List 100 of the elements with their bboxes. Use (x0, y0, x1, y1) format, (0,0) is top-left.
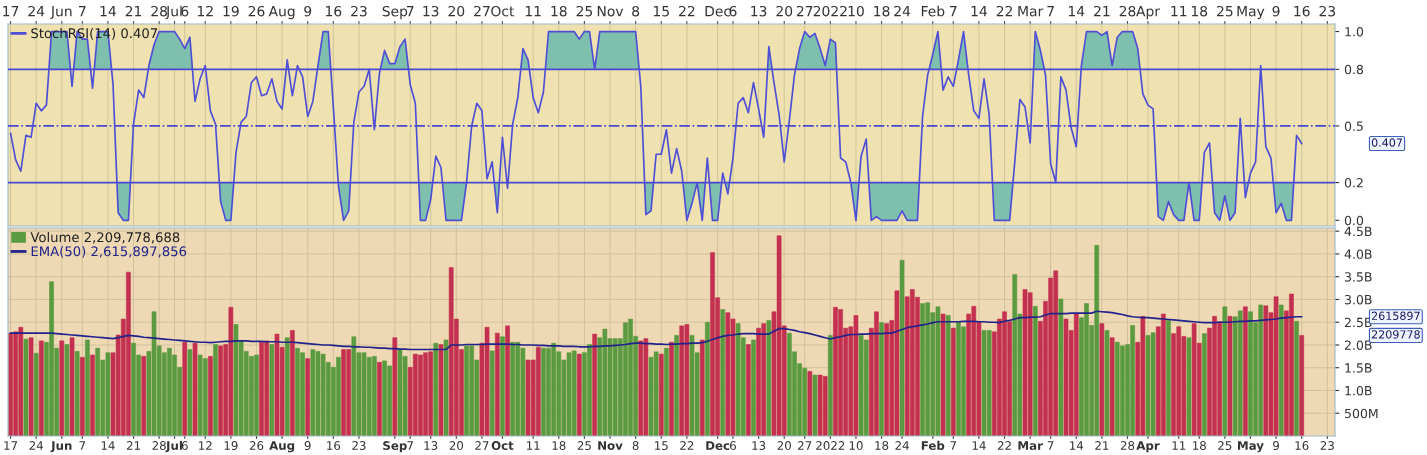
x-tick-label: 19 (223, 5, 239, 17)
bar (950, 327, 956, 436)
line-series (9, 310, 1303, 351)
bar (669, 341, 674, 436)
bar (1278, 304, 1284, 436)
x-tick-label: 12 (199, 441, 212, 450)
bar (1012, 274, 1018, 436)
x-tick-label: 24 (29, 441, 44, 450)
x-tick-label: 11 (1171, 6, 1187, 17)
bar (699, 339, 705, 436)
bar (884, 323, 890, 436)
bar (284, 337, 290, 436)
bar (192, 342, 198, 436)
x-tick-label: Feb (921, 440, 945, 450)
bar (505, 325, 510, 436)
bar (433, 342, 439, 436)
bar (940, 313, 946, 436)
x-tick-label: 14 (1068, 6, 1085, 17)
x-tick-label: Jun (50, 6, 72, 20)
y-tick-label: 2.0B (1344, 340, 1372, 350)
x-tick-label: 7 (950, 6, 957, 17)
y-tick-label: 1.0B (1345, 385, 1372, 396)
x-tick-label: 26 (248, 5, 265, 17)
bar (674, 335, 679, 436)
x-tick-label: 13 (751, 5, 767, 17)
x-tick-label: 16 (327, 441, 341, 450)
y-tick-label: 4.0B (1344, 249, 1372, 259)
y-tick-label: 4.5B (1344, 226, 1372, 237)
x-tick-label: 14 (100, 6, 116, 17)
x-tick-label: 10 (849, 441, 863, 450)
x-tick-label: 26 (249, 441, 264, 450)
y-tick-label: 0.0 (1344, 215, 1364, 226)
bar (812, 374, 818, 436)
x-tick-label: 18 (1191, 5, 1208, 17)
bar (182, 341, 188, 436)
bar (879, 322, 884, 436)
bar (576, 353, 582, 436)
bar (1099, 323, 1105, 436)
bar (28, 337, 34, 436)
x-tick-label: 6 (181, 441, 188, 450)
text: 0.407 (1371, 138, 1402, 147)
x-tick-label: 22 (680, 441, 694, 450)
bar (945, 315, 951, 436)
x-tick-label: 13 (752, 441, 766, 450)
bar (500, 336, 505, 436)
y-tick-label: 3.5B (1344, 272, 1372, 282)
bar (141, 356, 147, 436)
bar (377, 361, 382, 436)
bar (213, 344, 218, 436)
x-tick-label: 17 (4, 441, 18, 450)
bar (290, 330, 295, 436)
x-tick-label: Sep (382, 5, 408, 20)
bar (1243, 306, 1248, 436)
bar (828, 335, 833, 436)
x-tick-label: 15 (655, 441, 668, 450)
bar (38, 340, 44, 436)
bar (443, 339, 449, 436)
x-tick-label: Aug (268, 6, 295, 20)
x-tick-label: 18 (875, 441, 889, 450)
bar (1032, 306, 1038, 436)
bar (269, 344, 275, 436)
bar (1058, 298, 1064, 436)
x-tick-label: Mar (1018, 441, 1043, 450)
y-tick-label: 3.0B (1344, 294, 1372, 305)
x-tick-label: 2022 (816, 441, 845, 450)
bar (208, 356, 213, 436)
x-tick-label: 18 (874, 5, 890, 17)
bar (33, 352, 39, 436)
x-tick-label: 11 (1172, 441, 1186, 450)
x-tick-label: 28 (152, 441, 166, 450)
x-tick-label: 14 (972, 441, 986, 450)
bar (489, 350, 495, 436)
x-tick-label: 23 (352, 441, 366, 450)
bar (766, 320, 772, 436)
x-tick-label: 7 (407, 441, 413, 450)
x-tick-label: 7 (79, 441, 86, 450)
x-tick-label: 14 (1070, 441, 1084, 450)
x-tick-label: Jul (165, 440, 182, 453)
bar (746, 344, 751, 436)
x-tick-label: 27 (474, 5, 490, 17)
bar (1222, 306, 1228, 436)
bar (705, 321, 710, 436)
bar (74, 351, 80, 436)
x-tick-label: 7 (1047, 6, 1054, 17)
x-tick-label: 14 (971, 6, 987, 17)
bar (899, 260, 905, 436)
x-tick-label: 16 (326, 5, 342, 17)
x-tick-label: 2022 (813, 5, 847, 17)
x-tick-label: 10 (848, 5, 864, 17)
bar (59, 340, 65, 436)
x-tick-label: 14 (101, 441, 115, 450)
x-tick-label: 21 (126, 441, 140, 450)
bar (1109, 337, 1115, 436)
x-tick-label: 24 (895, 441, 909, 450)
x-tick-label: 18 (551, 5, 567, 17)
x-tick-label: 20 (448, 5, 465, 17)
legend-label: EMA(50) 2,615,897,856 (31, 246, 187, 258)
x-tick-label: 18 (1193, 441, 1206, 450)
x-tick-label: Oct (491, 5, 515, 17)
x-tick-label: 23 (351, 5, 367, 17)
